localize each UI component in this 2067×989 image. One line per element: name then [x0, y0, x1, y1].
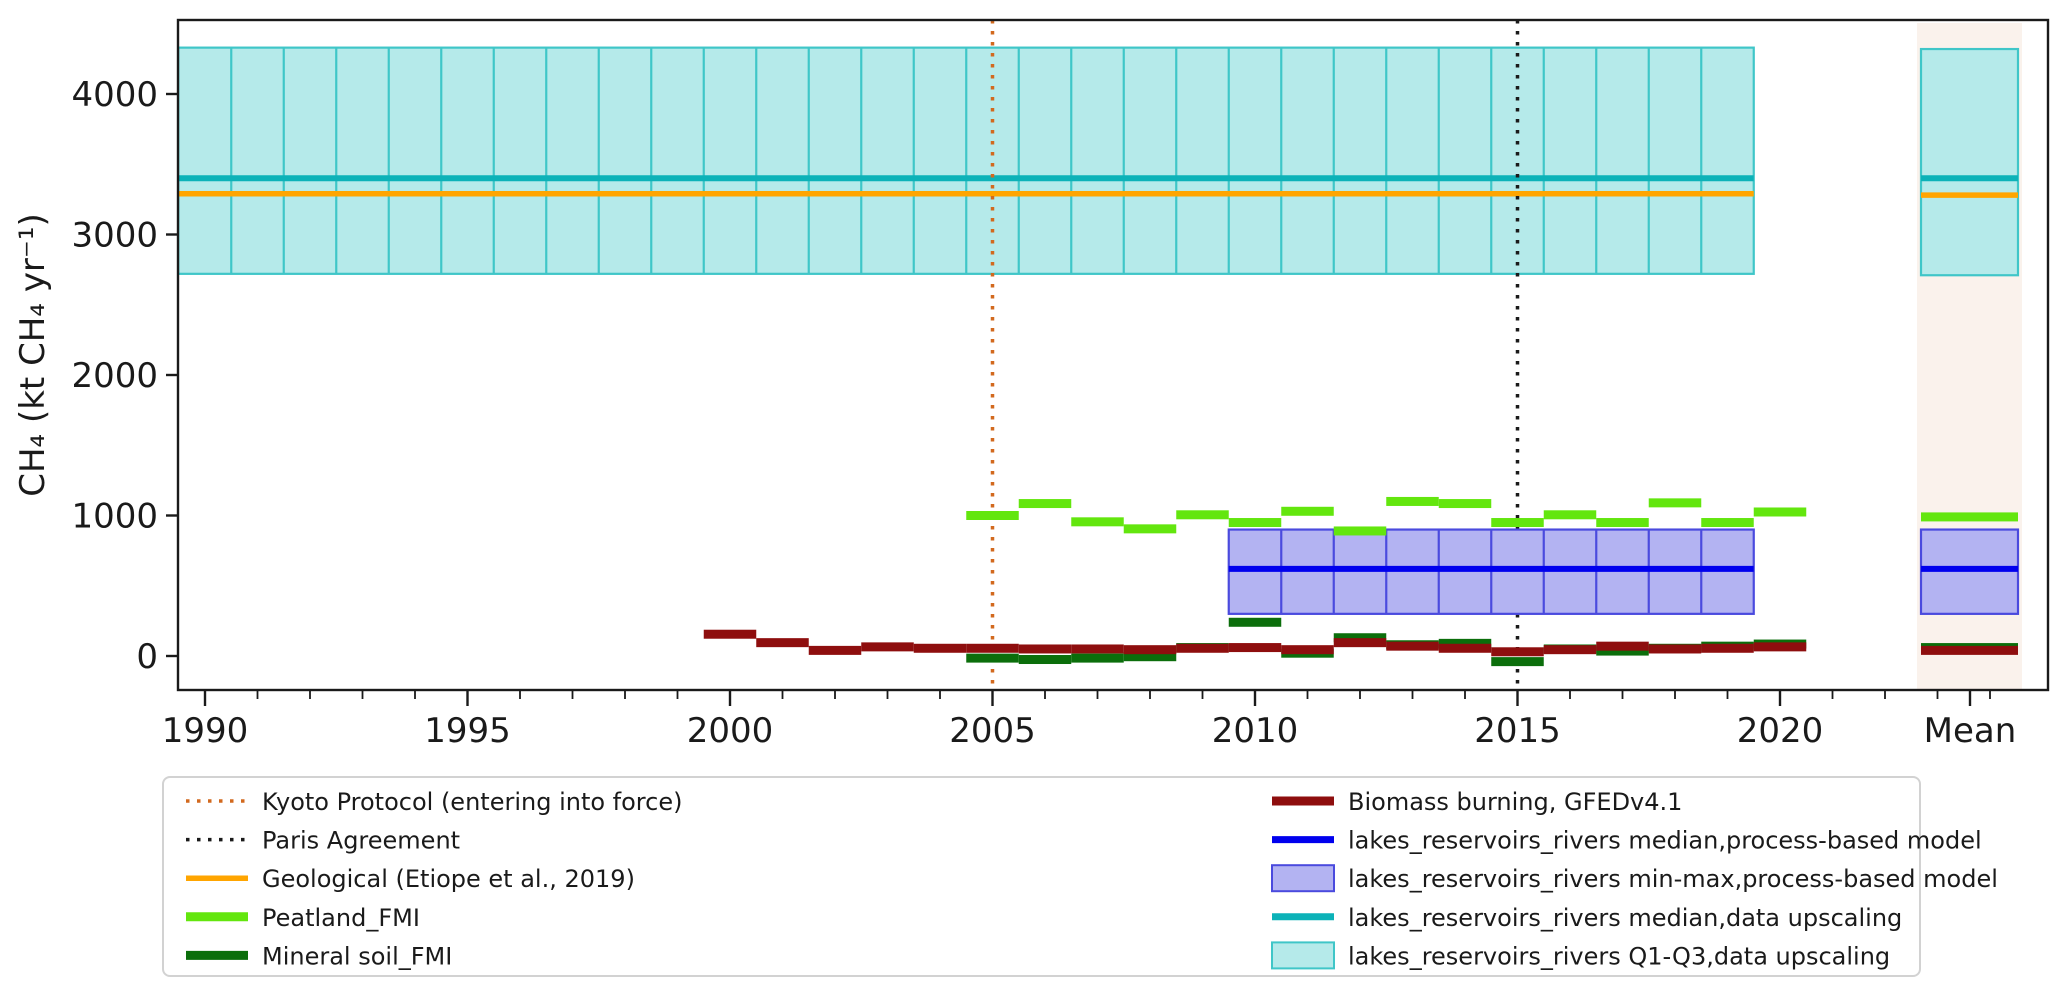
biomass-burning-segment [1491, 647, 1544, 657]
biomass-burning-segment [1543, 645, 1597, 655]
left-legend-label: Peatland_FMI [262, 904, 420, 932]
biomass-burning-segment [703, 629, 757, 639]
peatland-segment [1491, 518, 1544, 528]
mineral-soil-segment [1491, 657, 1544, 667]
x-tick-label: 1995 [424, 711, 511, 751]
mineral-soil-segment [1123, 652, 1177, 662]
mineral-soil-segment [1018, 655, 1072, 665]
biomass-burning-segment [1281, 645, 1334, 655]
x-tick-label: 2010 [1212, 711, 1299, 751]
y-tick-label: 3000 [71, 216, 158, 256]
right-legend-key-patch [1271, 941, 1335, 970]
legend-box [162, 776, 1921, 977]
x-tick-label: 2015 [1474, 711, 1561, 751]
biomass-burning-segment [756, 638, 809, 648]
upscaling-q1q3-mean-band [1919, 47, 2020, 277]
left-legend-label: Mineral soil_FMI [262, 942, 452, 970]
mineral-soil-segment [1071, 653, 1124, 663]
peatland-segment [1438, 499, 1492, 509]
peatland-segment [966, 511, 1019, 520]
right-legend-key-patch [1271, 864, 1335, 893]
right-legend-label: lakes_reservoirs_rivers median,data upsc… [1348, 904, 1902, 932]
peatland-segment [1753, 507, 1807, 517]
y-tick-label: 2000 [71, 356, 158, 396]
biomass-burning-segment [913, 643, 967, 653]
biomass-burning-segment [1176, 643, 1229, 653]
peatland-mean-segment [1921, 512, 2018, 522]
x-tick-label: 2005 [949, 711, 1036, 751]
biomass-burning-mean-segment [1921, 645, 2018, 655]
peatland-segment [1648, 498, 1702, 508]
peatland-segment [1596, 518, 1649, 528]
mean-tick-label: Mean [1924, 711, 2017, 751]
biomass-burning-segment [1648, 644, 1702, 654]
peatland-segment [1333, 526, 1387, 536]
left-legend-label: Paris Agreement [262, 827, 460, 855]
left-legend-label: Geological (Etiope et al., 2019) [262, 865, 635, 893]
peatland-segment [1123, 524, 1177, 534]
biomass-burning-segment [1701, 643, 1754, 653]
mineral-soil-segment [1596, 646, 1649, 656]
right-legend-label: Biomass burning, GFEDv4.1 [1348, 788, 1682, 816]
peatland-segment [1071, 517, 1124, 527]
biomass-burning-segment [1333, 638, 1387, 648]
left-legend-label: Kyoto Protocol (entering into force) [262, 788, 682, 816]
biomass-burning-segment [1071, 644, 1124, 654]
y-tick-label: 4000 [71, 75, 158, 115]
peatland-segment [1543, 510, 1597, 520]
y-tick-label: 0 [136, 637, 158, 677]
mineral-soil-segment [1438, 638, 1492, 648]
x-tick-label: 2020 [1737, 711, 1824, 751]
biomass-burning-segment [966, 643, 1019, 653]
peatland-segment [1228, 518, 1282, 528]
plot-border [176, 18, 2050, 692]
biomass-burning-segment [1596, 641, 1649, 651]
right-legend-label: lakes_reservoirs_rivers min-max,process-… [1348, 865, 1998, 893]
x-tick-label: 1990 [162, 711, 249, 751]
right-legend-label: lakes_reservoirs_rivers Q1-Q3,data upsca… [1348, 942, 1890, 970]
biomass-burning-segment [1228, 643, 1282, 653]
biomass-burning-segment [861, 642, 914, 652]
mineral-soil-segment [966, 653, 1019, 663]
peatland-segment [1281, 506, 1334, 516]
biomass-burning-segment [1018, 644, 1072, 654]
biomass-burning-segment [1123, 645, 1177, 655]
y-axis-title: CH₄ (kt CH₄ yr⁻¹) [13, 213, 53, 497]
biomass-burning-segment [1386, 641, 1439, 651]
right-legend-label: lakes_reservoirs_rivers median,process-b… [1348, 827, 1982, 855]
peatland-segment [1018, 499, 1072, 509]
biomass-burning-segment [808, 645, 862, 655]
peatland-segment [1176, 510, 1229, 520]
mineral-soil-segment [1333, 633, 1387, 643]
peatland-segment [1386, 496, 1439, 506]
y-tick-label: 1000 [71, 497, 158, 537]
biomass-burning-segment [1753, 642, 1807, 652]
mineral-soil-segment [1228, 617, 1282, 627]
biomass-burning-segment [1438, 643, 1492, 653]
peatland-segment [1701, 518, 1754, 528]
x-tick-label: 2000 [687, 711, 774, 751]
